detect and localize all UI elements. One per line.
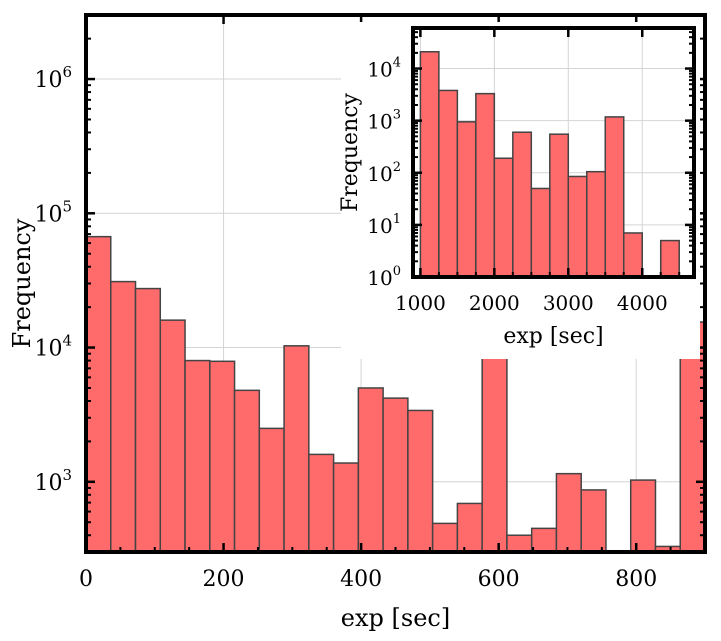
svg-text:102: 102 xyxy=(367,160,401,186)
main-bar-15 xyxy=(456,502,483,553)
inset-x-tick-label-3: 4000 xyxy=(617,291,668,315)
main-bar-2 xyxy=(134,287,162,553)
main-bar-19 xyxy=(555,472,582,553)
inset-y-tick-label-1: 101 xyxy=(367,212,401,238)
main-bar-5 xyxy=(209,360,236,553)
main-y-tick-label-0: 103 xyxy=(34,466,72,496)
svg-text:103: 103 xyxy=(34,466,72,496)
inset-bar-13 xyxy=(659,239,680,278)
inset-x-tick-label-0: 1000 xyxy=(395,291,446,315)
main-x-tick-label-0: 0 xyxy=(79,567,93,592)
inset-bar-1 xyxy=(438,89,459,278)
inset-bar-8 xyxy=(567,175,588,278)
inset-y-tick-label-3: 103 xyxy=(367,108,401,134)
main-bars xyxy=(85,235,706,553)
inset-bar-5 xyxy=(512,131,533,278)
inset-axes-frame xyxy=(411,26,696,279)
main-bar-17 xyxy=(506,534,533,553)
main-x-tick-label-2: 400 xyxy=(340,567,382,592)
inset-y-tick-labels: 100 101 102 103 104 xyxy=(367,56,401,290)
svg-text:100: 100 xyxy=(367,264,401,290)
main-y-tick-label-3: 106 xyxy=(34,63,72,93)
main-axes-frame xyxy=(84,13,707,554)
main-x-tick-label-3: 600 xyxy=(478,567,520,592)
inset-bar-7 xyxy=(549,133,570,278)
inset-y-tick-label-0: 100 xyxy=(367,264,401,290)
main-x-tick-labels: 0 200 400 600 800 xyxy=(79,567,657,592)
main-bar-16 xyxy=(481,332,508,553)
svg-text:104: 104 xyxy=(34,332,72,362)
inset-bar-2 xyxy=(456,121,477,278)
svg-text:105: 105 xyxy=(34,197,72,227)
main-bar-1 xyxy=(110,280,137,553)
main-bar-4 xyxy=(184,359,211,553)
inset-bar-9 xyxy=(586,170,607,278)
inset-x-axis-label: exp [sec] xyxy=(503,324,603,349)
main-bar-3 xyxy=(159,319,186,553)
main-bar-12 xyxy=(382,397,409,553)
svg-text:101: 101 xyxy=(367,212,401,238)
main-y-axis-label: Frequency xyxy=(8,218,36,348)
inset-y-axis-label: Frequency xyxy=(338,92,363,212)
main-y-tick-label-1: 104 xyxy=(34,332,72,362)
inset-histogram-panel: 1000 2000 3000 4000 100 101 102 103 104 exp [se… xyxy=(338,22,700,359)
main-y-tick-labels: 103 104 105 106 xyxy=(34,63,72,496)
inset-y-tick-label-4: 104 xyxy=(367,56,401,82)
main-bar-20 xyxy=(580,489,607,553)
inset-x-tick-label-2: 3000 xyxy=(543,291,594,315)
svg-text:103: 103 xyxy=(367,108,401,134)
main-x-axis-label: exp [sec] xyxy=(341,604,450,632)
main-bar-22 xyxy=(629,479,657,553)
inset-bar-11 xyxy=(623,232,643,278)
inset-y-tick-label-2: 102 xyxy=(367,160,401,186)
inset-bar-3 xyxy=(475,92,496,278)
main-bar-14 xyxy=(431,522,459,553)
inset-x-tick-labels: 1000 2000 3000 4000 xyxy=(395,291,668,315)
main-histogram-panel: 0 200 400 600 800 103 104 105 106 exp [sec] Fre… xyxy=(8,13,707,632)
main-bar-18 xyxy=(530,527,558,553)
main-bar-7 xyxy=(258,427,285,553)
main-bar-13 xyxy=(407,409,434,553)
main-bar-8 xyxy=(283,345,310,553)
inset-bar-0 xyxy=(419,51,440,278)
main-bar-6 xyxy=(233,389,261,553)
svg-text:104: 104 xyxy=(367,56,401,82)
inset-x-tick-label-1: 2000 xyxy=(469,291,520,315)
main-bar-9 xyxy=(308,453,335,553)
main-bar-11 xyxy=(357,387,384,553)
inset-bar-6 xyxy=(530,187,551,278)
main-x-tick-label-1: 200 xyxy=(203,567,245,592)
inset-bars xyxy=(419,51,680,278)
main-bar-10 xyxy=(332,462,360,553)
main-y-tick-label-2: 105 xyxy=(34,197,72,227)
inset-bar-4 xyxy=(493,157,514,278)
svg-text:106: 106 xyxy=(34,63,72,93)
main-x-tick-label-4: 800 xyxy=(615,567,657,592)
inset-bar-10 xyxy=(604,116,625,278)
